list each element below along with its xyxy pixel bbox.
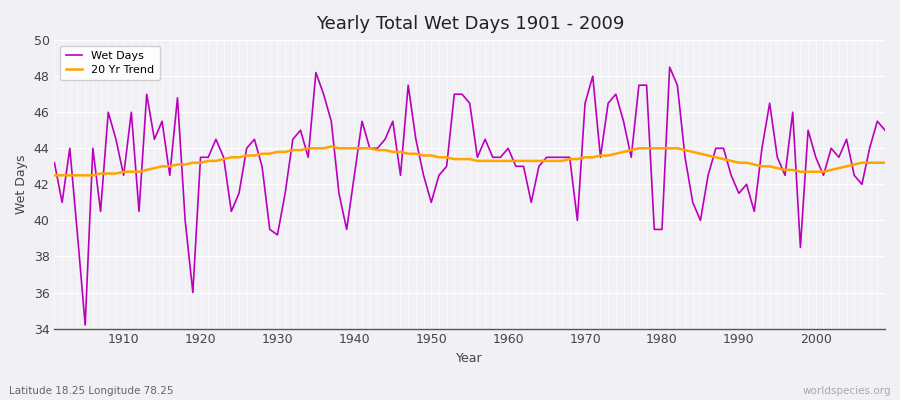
Wet Days [664, 65, 675, 70]
Text: Latitude 18.25 Longitude 78.25: Latitude 18.25 Longitude 78.25 [9, 386, 174, 396]
Line: Wet Days: Wet Days [54, 67, 885, 325]
20 Yr Trend [49, 173, 59, 178]
Wet Days [510, 164, 521, 169]
Text: worldspecies.org: worldspecies.org [803, 386, 891, 396]
Wet Days [334, 191, 345, 196]
Wet Days [879, 128, 890, 133]
20 Yr Trend [503, 158, 514, 163]
20 Yr Trend [334, 146, 345, 151]
Wet Days [503, 146, 514, 151]
20 Yr Trend [603, 153, 614, 158]
Y-axis label: Wet Days: Wet Days [15, 154, 28, 214]
Wet Days [287, 137, 298, 142]
Title: Yearly Total Wet Days 1901 - 2009: Yearly Total Wet Days 1901 - 2009 [316, 15, 624, 33]
Wet Days [118, 173, 129, 178]
Wet Days [603, 101, 614, 106]
20 Yr Trend [326, 144, 337, 149]
Line: 20 Yr Trend: 20 Yr Trend [54, 146, 885, 175]
20 Yr Trend [280, 150, 291, 154]
X-axis label: Year: Year [456, 352, 483, 365]
Wet Days [49, 160, 59, 165]
20 Yr Trend [879, 160, 890, 165]
20 Yr Trend [510, 158, 521, 163]
20 Yr Trend [111, 171, 122, 176]
Legend: Wet Days, 20 Yr Trend: Wet Days, 20 Yr Trend [60, 46, 160, 80]
Wet Days [80, 322, 91, 327]
